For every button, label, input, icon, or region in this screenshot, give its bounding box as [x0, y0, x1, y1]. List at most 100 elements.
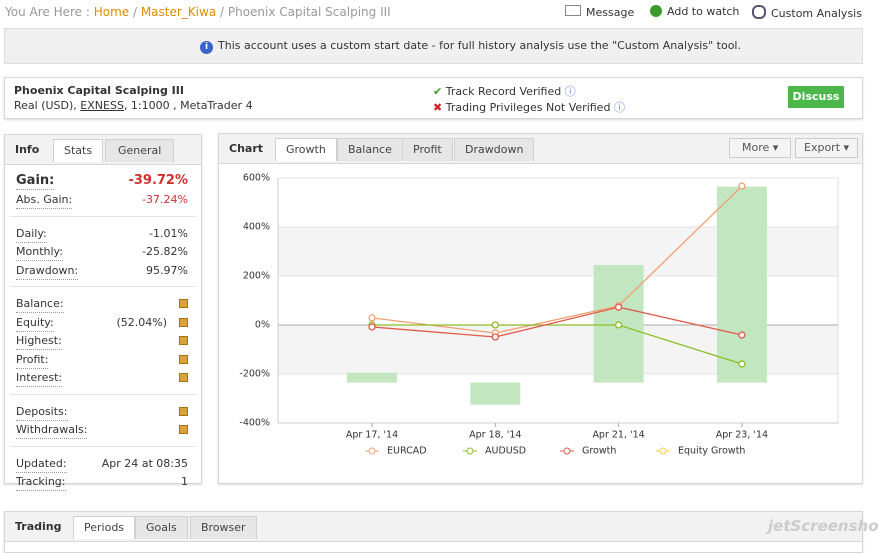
stat-row: Updated: Apr 24 at 08:35: [16, 456, 188, 473]
tab[interactable]: Stats: [53, 139, 104, 162]
stat-label: Highest:: [16, 333, 62, 350]
stat-value: [179, 296, 188, 312]
action-custom[interactable]: Custom Analysis: [752, 5, 862, 20]
tab[interactable]: Drawdown: [454, 138, 535, 161]
y-tick-label: 200%: [243, 271, 270, 282]
lock-icon: [179, 317, 188, 327]
action-watch[interactable]: Add to watch: [650, 5, 739, 18]
stat-row: Equity: (52.04%): [16, 315, 188, 332]
stat-row: Gain: -39.72%: [16, 173, 188, 190]
stat-label: Balance:: [16, 296, 64, 313]
stat-value: (52.04%): [116, 315, 188, 331]
stat-label: Updated:: [16, 456, 67, 473]
stat-label: Interest:: [16, 370, 63, 387]
panel-title: Chart: [229, 142, 264, 155]
legend-marker: [368, 447, 376, 455]
account-name: Phoenix Capital Scalping III: [14, 84, 184, 97]
export-button[interactable]: Export ▾: [795, 138, 859, 158]
point: [738, 331, 746, 339]
stat-row: Tracking: 1: [16, 474, 188, 491]
account-extra: , 1:1000 , MetaTrader 4: [123, 99, 253, 112]
tab[interactable]: Goals: [135, 516, 188, 539]
verification: ✔ Track Record Verified ⓘ: [433, 85, 576, 98]
stat-row: Profit:: [16, 352, 188, 369]
stat-value: [179, 333, 188, 349]
stat-row: Abs. Gain: -37.24%: [16, 192, 188, 209]
stat-label: Withdrawals:: [16, 422, 88, 439]
stat-row: Monthly: -25.82%: [16, 244, 188, 261]
notice: i This account uses a custom start date -…: [200, 39, 741, 54]
lock-icon: [179, 336, 188, 345]
breadcrumb-prefix: You Are Here :: [5, 5, 90, 19]
point: [491, 321, 499, 329]
panel-title: Info: [15, 143, 40, 156]
stat-label: Drawdown:: [16, 263, 79, 280]
tab[interactable]: Balance: [337, 138, 403, 161]
trading-panel: Trading Periods Goals Browser: [4, 511, 863, 553]
breadcrumb-link[interactable]: Home: [93, 5, 130, 19]
stat-label[interactable]: Tracking:: [16, 474, 66, 491]
stat-row: Daily: -1.01%: [16, 226, 188, 243]
tab[interactable]: Profit: [402, 138, 453, 161]
tab[interactable]: Browser: [190, 516, 257, 539]
stat-label: Profit:: [16, 352, 49, 369]
point: [368, 323, 376, 331]
point: [738, 360, 746, 368]
action-label: Add to watch: [667, 5, 740, 18]
stat-row: Withdrawals:: [16, 422, 188, 439]
y-tick-label: 0%: [255, 320, 270, 331]
stat-text: -39.72%: [128, 173, 188, 188]
y-tick-label: -200%: [239, 369, 270, 380]
breadcrumb-current: Phoenix Capital Scalping III: [227, 5, 391, 19]
legend-marker: [659, 447, 667, 455]
breadcrumb-link[interactable]: Master_Kiwa: [140, 5, 217, 19]
x-tick-label: Apr 17, '14: [346, 430, 398, 441]
legend-label: EURCAD: [387, 446, 427, 457]
point: [614, 303, 623, 311]
stat-value: -25.82%: [142, 244, 188, 260]
y-tick-label: -400%: [239, 418, 270, 429]
stat-value: [179, 404, 188, 420]
stat-label: Deposits:: [16, 404, 68, 421]
stat-value: -37.24%: [142, 192, 188, 208]
stat-row: Drawdown: 95.97%: [16, 263, 188, 280]
stat-note: (52.04%): [116, 315, 167, 329]
action-label: Custom Analysis: [771, 7, 862, 20]
stat-value: 1: [181, 474, 188, 490]
account-broker[interactable]: EXNESS: [80, 99, 124, 112]
bar: [716, 186, 767, 383]
bar: [470, 382, 521, 405]
stat-row: Highest:: [16, 333, 188, 350]
stat-label: Abs. Gain:: [16, 192, 73, 209]
stat-label: Gain:: [16, 173, 55, 190]
tab[interactable]: General: [105, 139, 175, 162]
breadcrumb: You Are Here : Home / Master_Kiwa / Phoe…: [5, 5, 391, 19]
legend-marker: [466, 447, 474, 455]
info-panel: Info Stats General Gain: -39.72% Abs. Gain…: [4, 134, 202, 491]
point: [738, 182, 746, 190]
button-label: More: [742, 141, 770, 154]
stat-value: [179, 422, 188, 438]
legend-label: Growth: [582, 446, 616, 457]
more-button[interactable]: More ▾: [729, 138, 792, 158]
action-message[interactable]: Message: [565, 5, 634, 19]
stat-value: Apr 24 at 08:35: [102, 456, 188, 472]
button-label: Export: [804, 141, 841, 154]
account-type: Real (USD),: [14, 99, 77, 112]
tab[interactable]: Growth: [275, 138, 337, 161]
action-label: Message: [586, 6, 635, 19]
series-line: [372, 324, 743, 365]
chart: 600% 400% 200% 0% -200% -400% Apr 17, '14 Apr 1…: [239, 173, 839, 457]
stat-row: Deposits:: [16, 404, 188, 421]
stat-value: -39.72%: [128, 173, 188, 189]
stat-text: 1: [181, 475, 188, 488]
discuss-button[interactable]: Discuss: [788, 86, 844, 108]
panel-title: Trading: [15, 520, 62, 533]
stat-text: -25.82%: [142, 245, 188, 258]
lock-icon: [179, 354, 188, 364]
stat-label: Daily:: [16, 226, 47, 243]
point: [368, 314, 376, 322]
tab[interactable]: Periods: [73, 516, 136, 539]
lock-icon: [179, 373, 188, 382]
x-tick-label: Apr 18, '14: [469, 430, 521, 441]
